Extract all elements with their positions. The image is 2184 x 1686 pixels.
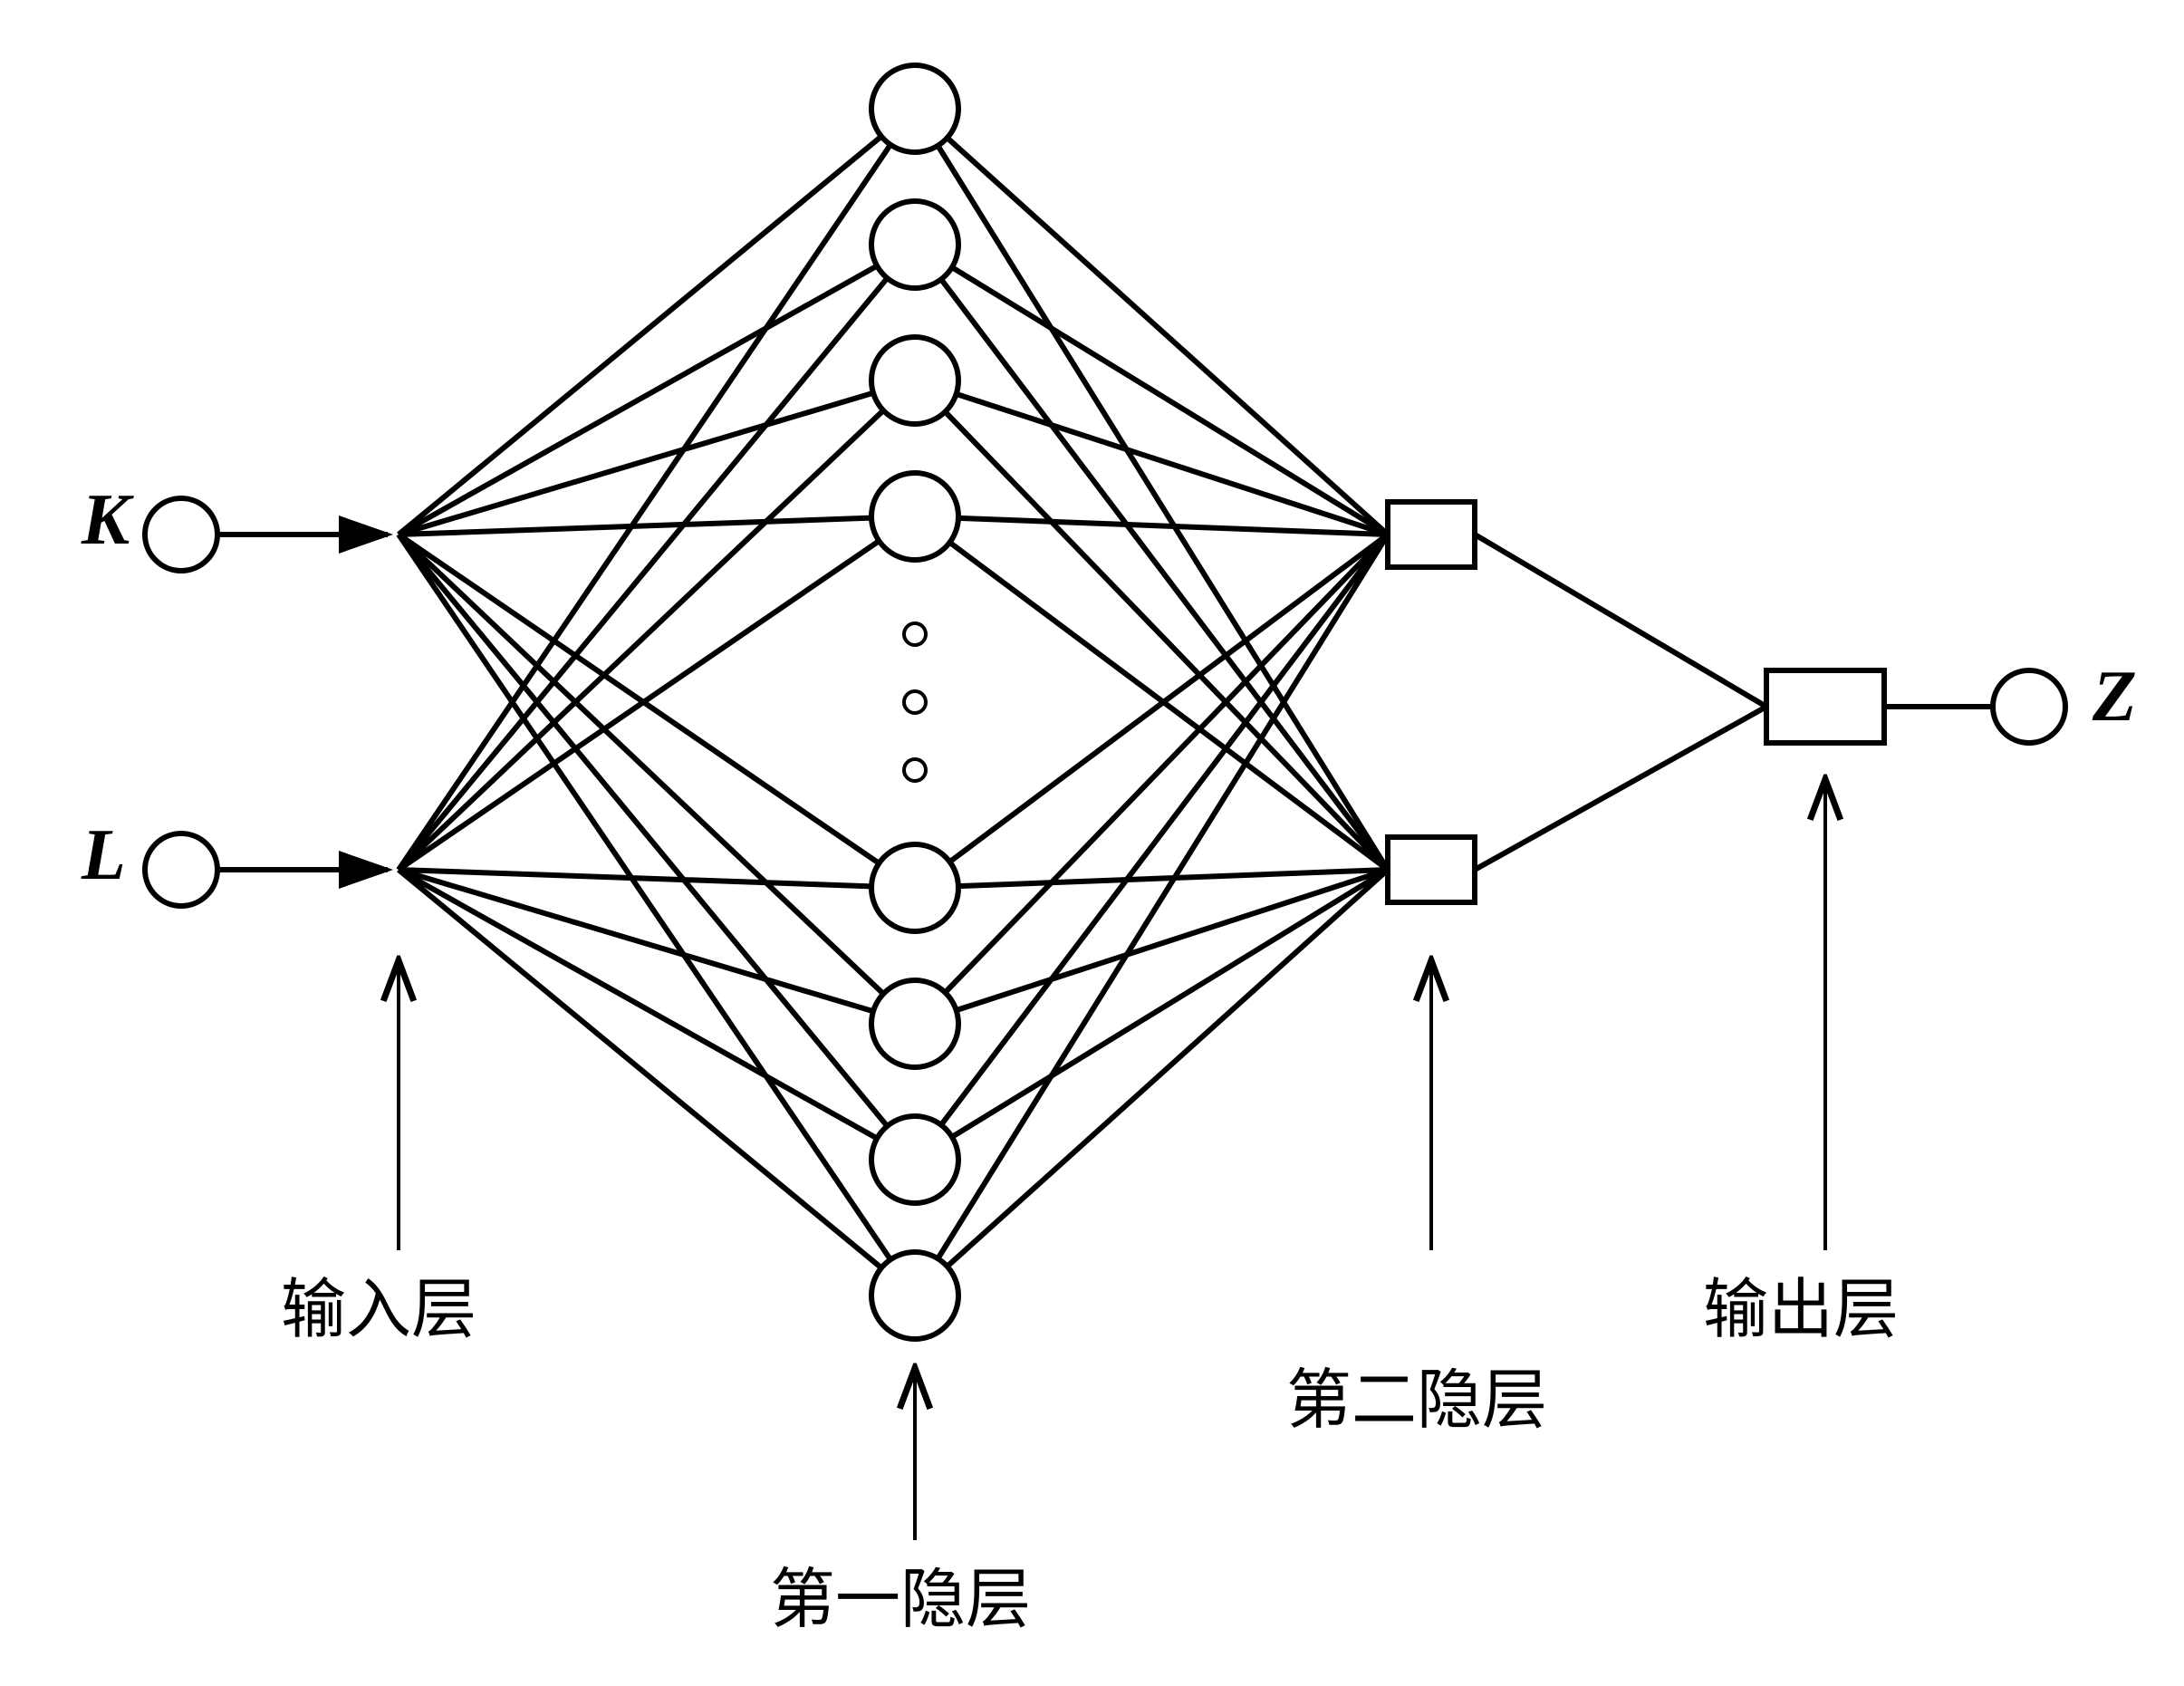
label-hidden2-layer-text: 第二隐层 [1286, 1364, 1547, 1437]
hidden1-node [871, 337, 958, 424]
hidden2-node [1388, 502, 1475, 567]
edge-h2-to-out [1475, 535, 1766, 707]
ellipsis-dot [904, 691, 926, 713]
label-Z: Z [2092, 657, 2137, 737]
label-L: L [81, 815, 126, 895]
edge-in-to-h1 [399, 137, 881, 535]
edge-in-to-h1 [399, 145, 890, 870]
edge-h1-to-h2 [941, 279, 1388, 870]
edge-h1-to-h2 [938, 146, 1388, 870]
label-output-layer-text: 输出层 [1703, 1274, 1899, 1346]
label-input-layer-text: 输入层 [281, 1274, 476, 1346]
edge-in-to-h1 [399, 870, 877, 1139]
hidden1-node [871, 1252, 958, 1339]
edge-h1-to-h2 [941, 535, 1388, 1125]
edge-h1-to-h2 [938, 535, 1388, 1258]
edge-h1-to-h2 [957, 394, 1388, 535]
neural-network-diagram: K L Z 输入层第一隐层 第二隐层 输出层 [0, 0, 2184, 1686]
edge-h1-to-h2 [952, 870, 1388, 1137]
edge-in-to-h1 [399, 265, 877, 535]
label-K: K [81, 480, 134, 560]
edge-in-to-h1 [399, 541, 879, 870]
edge-h1-to-h2 [957, 870, 1388, 1010]
input-node-K [145, 498, 217, 571]
edge-h1-to-h2 [948, 870, 1388, 1267]
hidden2-node [1388, 837, 1475, 902]
edge-in-to-h1 [399, 393, 873, 535]
hidden1-node [871, 844, 958, 931]
output-node [1766, 670, 1884, 743]
input-node-L [145, 833, 217, 906]
label-hidden1-layer-text: 第一隐层 [770, 1564, 1031, 1636]
edge-h1-to-h2 [948, 138, 1388, 535]
edge-h1-to-h2 [952, 267, 1388, 535]
edge-in-to-h1 [399, 535, 890, 1259]
edge-in-to-h1 [399, 535, 887, 1126]
ellipsis-dot [904, 759, 926, 781]
output-terminal [1993, 670, 2065, 743]
edge-in-to-h1 [399, 535, 879, 863]
hidden1-node [871, 473, 958, 560]
hidden1-node [871, 980, 958, 1067]
ellipsis-dot [904, 623, 926, 645]
edge-in-to-h1 [399, 870, 881, 1267]
edge-in-to-h1 [399, 278, 887, 870]
edge-h2-to-out [1475, 707, 1766, 870]
hidden1-node [871, 65, 958, 152]
hidden1-node [871, 1116, 958, 1203]
hidden1-node [871, 201, 958, 288]
edge-in-to-h1 [399, 870, 873, 1011]
